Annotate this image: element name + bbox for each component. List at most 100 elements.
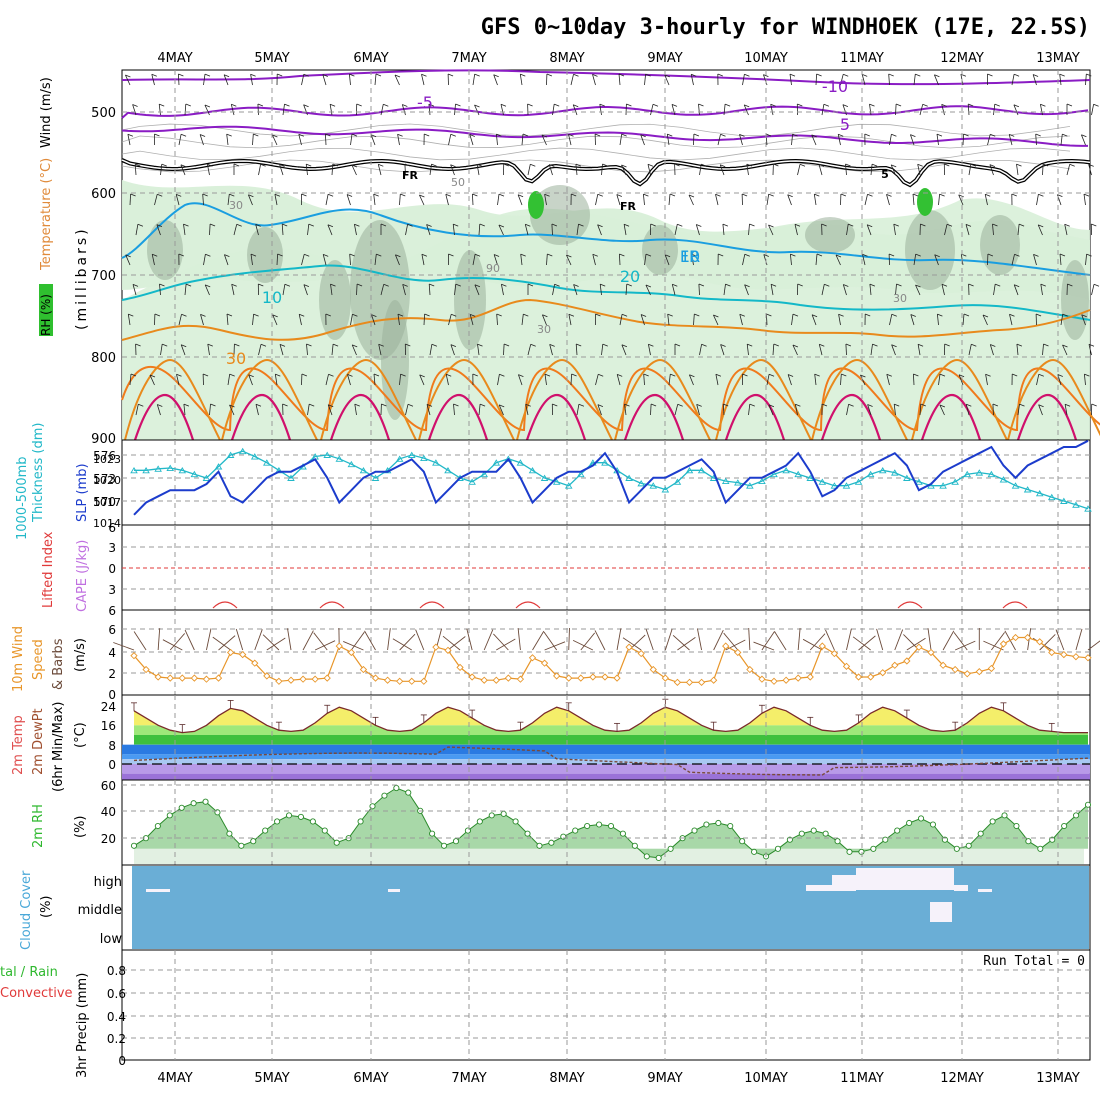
- upper-wind-barb-tick: [306, 343, 312, 347]
- thickness-point: [999, 476, 1008, 483]
- upper-wind-barb-tick: [453, 403, 459, 407]
- wind-speed-point: [190, 674, 199, 682]
- upper-wind-barb: [282, 104, 285, 116]
- upper-wind-barb-tick: [135, 343, 141, 347]
- upper-wind-barb-tick: [934, 254, 940, 258]
- upper-wind-barb-tick: [522, 133, 529, 137]
- upper-wind-barb: [719, 164, 725, 176]
- upper-wind-barb: [394, 74, 400, 86]
- upper-wind-barb-tick: [178, 253, 184, 257]
- rh-point: [130, 842, 138, 849]
- upper-wind-barb-tick: [787, 374, 794, 377]
- upper-wind-barb: [1011, 74, 1015, 86]
- upper-wind-barb-tick: [178, 73, 184, 77]
- isoline-label: 30: [537, 323, 551, 336]
- wind-speed-point: [722, 642, 730, 650]
- upper-wind-barb: [742, 74, 745, 86]
- upper-wind-barb-tick: [643, 373, 649, 377]
- upper-wind-barb-tick: [209, 223, 216, 227]
- thickness-point: [335, 455, 344, 462]
- upper-wind-barb-tick: [431, 343, 438, 347]
- upper-wind-barb-tick: [958, 194, 964, 198]
- upper-wind-barb-tick: [867, 404, 873, 407]
- wind-speed-point: [263, 672, 271, 680]
- wind10m-barb: [493, 633, 509, 651]
- upper-wind-barb-tick: [724, 103, 731, 107]
- upper-wind-barb: [255, 404, 259, 416]
- upper-wind-barb-tick: [128, 313, 134, 317]
- upper-wind-barb: [939, 404, 945, 416]
- upper-wind-barb: [668, 374, 671, 386]
- upper-wind-barb: [552, 104, 555, 116]
- isoline-label: 5: [840, 115, 850, 134]
- upper-wind-barb-tick: [792, 313, 799, 317]
- upper-wind-barb: [224, 254, 229, 266]
- upper-wind-barb-tick: [137, 223, 144, 227]
- wind10m-barb: [544, 641, 566, 651]
- rh-point: [906, 819, 913, 827]
- upper-wind-barb-tick: [428, 103, 435, 107]
- wind-speed-point: [794, 674, 802, 682]
- upper-wind-barb-tick: [347, 374, 353, 377]
- upper-wind-barb-tick: [424, 133, 430, 137]
- lifted-index-bump: [1002, 601, 1028, 609]
- upper-wind-barb-tick: [298, 133, 304, 137]
- upper-wind-barb: [722, 403, 725, 416]
- wind-speed-point: [673, 678, 682, 686]
- wind10m-barb: [387, 628, 391, 651]
- thickness-point: [154, 465, 162, 472]
- thickness-point: [987, 470, 996, 478]
- upper-wind-barb-tick: [517, 194, 524, 198]
- upper-wind-barb-tick: [845, 163, 851, 167]
- cape-tick: 0: [108, 562, 116, 576]
- rh-point: [667, 845, 674, 852]
- upper-wind-barb-tick: [279, 164, 285, 167]
- upper-wind-barb-tick: [840, 193, 847, 197]
- upper-wind-barb-tick: [720, 164, 726, 168]
- upper-wind-barb-tick: [915, 284, 921, 288]
- temp-tick: 24: [101, 700, 116, 714]
- wind-speed-point: [999, 640, 1008, 648]
- upper-wind-barb-tick: [236, 223, 242, 227]
- wind-label-c: & Barbs: [51, 638, 66, 690]
- upper-wind-barb-tick: [352, 313, 358, 317]
- upper-wind-barb: [549, 344, 553, 356]
- upper-wind-barb-tick: [183, 403, 190, 407]
- upper-wind-barb-tick: [773, 343, 779, 347]
- upper-wind-barb-tick: [869, 103, 875, 107]
- wind10m-panel: 6 4 2 0 10m Wind Speed & Barbs (m/s): [11, 609, 1100, 702]
- upper-wind-barb-tick: [546, 73, 553, 77]
- upper-wind-barb: [305, 164, 308, 176]
- upper-wind-barb-tick: [626, 283, 632, 287]
- upper-wind-barb-tick: [623, 223, 630, 227]
- wind10m-barb: [748, 627, 751, 651]
- upper-wind-barb-tick: [223, 74, 230, 78]
- wind-speed-point: [879, 669, 887, 677]
- upper-wind-barb: [770, 284, 774, 296]
- isotherm-minus5-a: [121, 105, 1089, 119]
- upper-wind-barb-tick: [871, 163, 878, 167]
- upper-wind-barb: [548, 164, 553, 176]
- thickness-point: [854, 478, 863, 485]
- upper-wind-barb-tick: [824, 283, 830, 287]
- upper-wind-barb-tick: [792, 344, 799, 348]
- upper-wind-barb-tick: [1064, 223, 1070, 227]
- rh-dark-patch: [147, 220, 183, 280]
- upper-wind-barb: [541, 134, 547, 146]
- upper-wind-barb: [151, 74, 155, 86]
- wind-speed-point: [746, 665, 754, 674]
- isoline-label: 30: [893, 292, 907, 305]
- upper-wind-barb-tick: [618, 73, 625, 77]
- upper-wind-barb-tick: [301, 193, 307, 197]
- lifted-index-label: Lifted Index: [41, 531, 56, 608]
- upper-wind-barb: [570, 74, 574, 86]
- date-bottom-4may: 4MAY: [157, 1071, 192, 1086]
- upper-wind-barb-tick: [869, 283, 876, 287]
- upper-wind-barb: [568, 134, 572, 146]
- upper-wind-barb: [527, 164, 531, 176]
- upper-wind-barb-tick: [766, 313, 772, 317]
- upper-wind-barb-tick: [282, 403, 288, 407]
- upper-wind-barb: [445, 374, 449, 386]
- rh-contour: [121, 159, 1071, 173]
- upper-wind-barb: [936, 134, 939, 146]
